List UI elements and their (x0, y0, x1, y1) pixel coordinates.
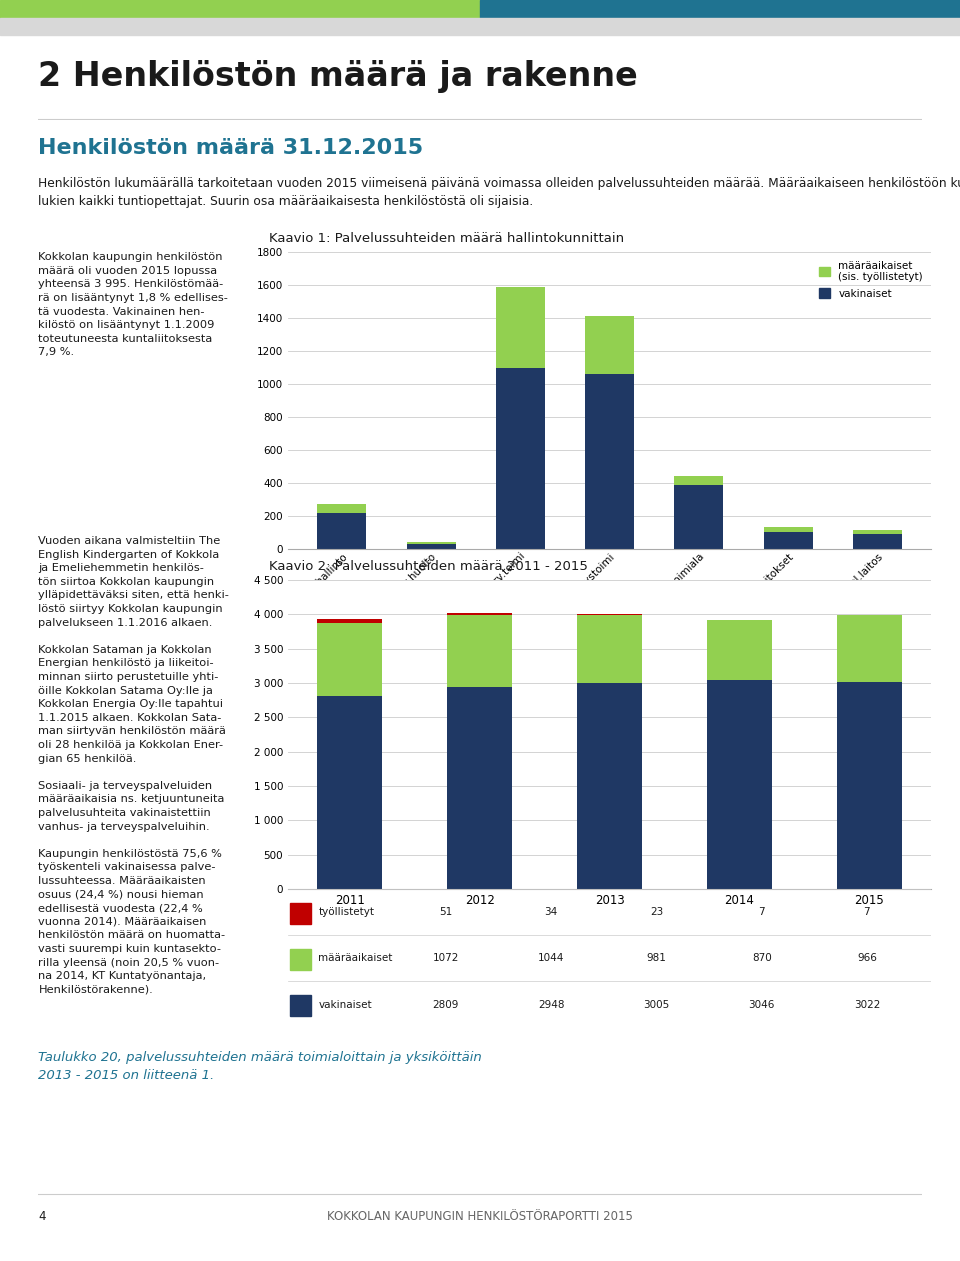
Text: Kaavio 2: Palvelussuhteiden määrä 2011 - 2015: Kaavio 2: Palvelussuhteiden määrä 2011 -… (269, 560, 588, 572)
Bar (317, 504, 367, 513)
Text: 1072: 1072 (433, 953, 459, 963)
Text: Taulukko 20, palvelussuhteiden määrä toimialoittain ja yksiköittäin
2013 - 2015 : Taulukko 20, palvelussuhteiden määrä toi… (38, 1050, 482, 1082)
Text: 51: 51 (440, 907, 452, 917)
Text: 34: 34 (544, 907, 558, 917)
Bar (708, 680, 772, 889)
Text: Henkilöstön määrä 31.12.2015: Henkilöstön määrä 31.12.2015 (38, 137, 423, 158)
Bar (406, 545, 456, 549)
Bar (852, 533, 902, 549)
Text: määräaikaiset: määräaikaiset (319, 953, 393, 963)
Bar (585, 317, 635, 375)
Bar (406, 542, 456, 545)
Text: 4: 4 (38, 1209, 46, 1223)
Text: 981: 981 (646, 953, 666, 963)
Bar (0, 18, 960, 35)
Text: 3022: 3022 (853, 1000, 880, 1010)
Text: 1044: 1044 (538, 953, 564, 963)
Bar (577, 615, 642, 682)
Bar (317, 513, 367, 549)
Bar (0, 0, 480, 18)
Bar (852, 531, 902, 533)
Bar (480, 0, 960, 18)
Bar (317, 696, 382, 889)
Bar (290, 995, 311, 1016)
Text: 7: 7 (758, 907, 765, 917)
Bar (708, 620, 772, 680)
Bar (495, 286, 545, 368)
Text: 23: 23 (650, 907, 663, 917)
Bar (837, 615, 902, 681)
Text: 966: 966 (857, 953, 876, 963)
Text: vakinaiset: vakinaiset (319, 1000, 372, 1010)
Bar (674, 477, 724, 485)
Bar (317, 619, 382, 623)
Text: Henkilöstön lukumäärällä tarkoitetaan vuoden 2015 viimeisenä päivänä voimassa ol: Henkilöstön lukumäärällä tarkoitetaan vu… (38, 177, 960, 208)
Text: 870: 870 (752, 953, 772, 963)
Text: 2809: 2809 (433, 1000, 459, 1010)
Bar (495, 368, 545, 549)
Text: 7: 7 (864, 907, 870, 917)
Text: Vuoden aikana valmisteltiin The
English Kindergarten of Kokkola
ja Emeliehemmeti: Vuoden aikana valmisteltiin The English … (38, 536, 229, 995)
Bar (674, 485, 724, 549)
Text: 2 Henkilöstön määrä ja rakenne: 2 Henkilöstön määrä ja rakenne (38, 61, 638, 93)
Text: työllistetyt: työllistetyt (319, 907, 374, 917)
Bar (577, 682, 642, 889)
Bar (290, 950, 311, 970)
Bar (317, 623, 382, 696)
Text: 3046: 3046 (749, 1000, 775, 1010)
Bar (447, 615, 512, 686)
Bar (577, 614, 642, 615)
Bar (447, 613, 512, 615)
Text: 2948: 2948 (538, 1000, 564, 1010)
Text: Kokkolan kaupungin henkilöstön
määrä oli vuoden 2015 lopussa
yhteensä 3 995. Hen: Kokkolan kaupungin henkilöstön määrä oli… (38, 252, 228, 357)
Bar (763, 532, 813, 549)
Text: KOKKOLAN KAUPUNGIN HENKILÖSTÖRAPORTTI 2015: KOKKOLAN KAUPUNGIN HENKILÖSTÖRAPORTTI 20… (327, 1209, 633, 1223)
Text: Kaavio 1: Palvelussuhteiden määrä hallintokunnittain: Kaavio 1: Palvelussuhteiden määrä hallin… (269, 232, 624, 245)
Bar (837, 681, 902, 889)
Bar (447, 686, 512, 889)
Bar (763, 527, 813, 532)
Bar (290, 903, 311, 924)
Bar (585, 375, 635, 549)
Text: 3005: 3005 (643, 1000, 669, 1010)
Legend: määräaikaiset
(sis. työllistetyt), vakinaiset: määräaikaiset (sis. työllistetyt), vakin… (816, 257, 926, 301)
